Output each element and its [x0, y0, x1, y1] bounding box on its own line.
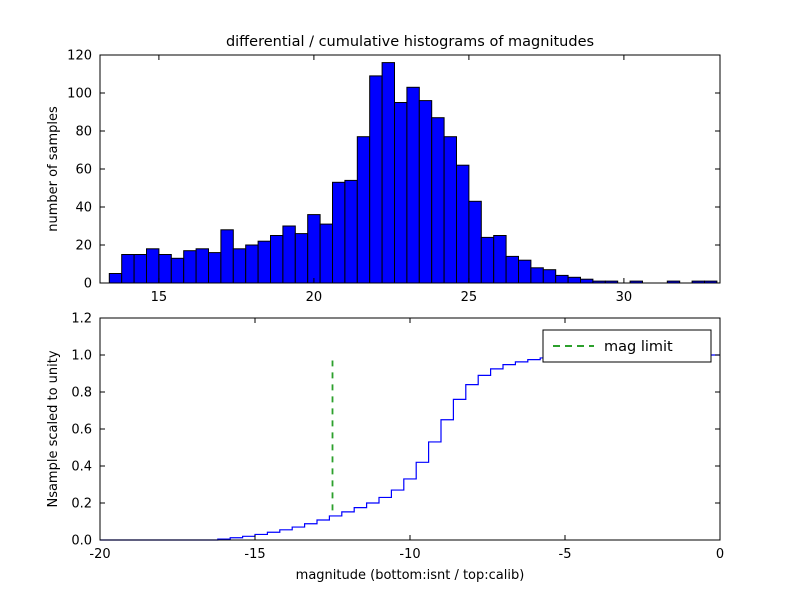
histogram-bar [468, 200, 482, 284]
histogram-bar [493, 235, 507, 284]
top-histogram-axes: 15 20 25 30 0 20 40 60 80 100 120 [67, 49, 721, 305]
bottom-axes-frame [99, 317, 721, 541]
y-tick-label: 0.4 [71, 460, 92, 475]
y-tick-label: 1.2 [71, 312, 92, 327]
bottom-xlabel: magnitude (bottom:isnt / top:calib) [296, 568, 525, 583]
x-tick-label: -5 [559, 547, 572, 562]
histogram-bar [108, 273, 123, 284]
y-tick-label: 20 [75, 239, 92, 254]
x-tick-label: 0 [716, 547, 724, 562]
x-tick-label: -10 [399, 547, 420, 562]
histogram-bar [555, 274, 569, 284]
y-tick-label: 80 [75, 125, 92, 140]
x-tick-label: 20 [306, 290, 323, 305]
legend: mag limit [542, 329, 712, 363]
histogram-bar [505, 255, 520, 284]
y-tick-label: 60 [75, 163, 92, 178]
chart-title: differential / cumulative histograms of … [226, 34, 594, 50]
top-axes-ticks: 15 20 25 30 0 20 40 60 80 100 120 [67, 49, 720, 305]
histogram-bar [356, 136, 371, 284]
histogram-bar [518, 259, 532, 284]
y-tick-label: 1.0 [71, 349, 92, 364]
x-tick-label: 30 [616, 290, 633, 305]
y-tick-label: 120 [67, 49, 92, 64]
bottom-axes-ticks: -20 -15 -10 -5 0 0.0 0.2 0.4 0.6 0.8 1.0 1.2 [71, 312, 724, 563]
histogram-bar [307, 214, 321, 284]
histogram-bar [146, 248, 160, 284]
x-tick-label: 15 [151, 290, 168, 305]
cumulative-step-line [100, 354, 720, 541]
histogram-bar [580, 278, 594, 284]
bottom-ylabel: Nsample scaled to unity [46, 350, 61, 507]
y-tick-label: 0 [84, 277, 92, 292]
bottom-cumulative-axes: -20 -15 -10 -5 0 0.0 0.2 0.4 0.6 0.8 1.0 1.2 [71, 312, 724, 563]
histogram-bar [183, 250, 197, 284]
histogram-bar [257, 240, 272, 284]
top-ylabel: number of samples [46, 106, 61, 232]
histogram-bar [208, 252, 222, 284]
histogram-bar [121, 254, 135, 284]
histogram-bar [542, 269, 557, 284]
histogram-bar [232, 248, 247, 284]
legend-label: mag limit [604, 339, 673, 355]
top-axes-frame [99, 54, 721, 284]
histogram-bar [530, 267, 544, 284]
x-tick-label: -15 [244, 547, 265, 562]
histogram-bar [456, 164, 470, 284]
histogram-bar [480, 236, 495, 284]
histogram-bar [158, 254, 172, 284]
histogram-bar [294, 233, 309, 284]
histogram-bar [282, 225, 296, 284]
y-tick-label: 100 [67, 87, 92, 102]
histogram-bar [319, 223, 334, 284]
histogram-bar [443, 136, 458, 284]
x-tick-label: 25 [461, 290, 478, 305]
y-tick-label: 0.8 [71, 386, 92, 401]
histogram-bar [381, 62, 396, 284]
histogram-bar [220, 229, 234, 284]
y-tick-label: 0.2 [71, 497, 92, 512]
histogram-bar [195, 248, 210, 284]
x-tick-label: -20 [89, 547, 110, 562]
y-tick-label: 0.6 [71, 423, 92, 438]
histogram-bar [245, 244, 259, 284]
histogram-bar [418, 100, 433, 284]
histogram-bar [133, 254, 148, 284]
histogram-bar [567, 276, 581, 284]
histogram-bar [270, 235, 284, 284]
y-tick-label: 0.0 [71, 534, 92, 549]
histogram-bar [431, 117, 445, 284]
histogram-bar [406, 86, 420, 284]
histogram-bar [332, 181, 346, 284]
cumulative-curve [100, 354, 720, 541]
histogram-bar [344, 179, 358, 284]
histogram-bar [170, 257, 185, 284]
histogram-bars [108, 62, 718, 284]
y-tick-label: 40 [75, 201, 92, 216]
histogram-bar [394, 102, 408, 284]
histogram-bar [369, 75, 383, 284]
